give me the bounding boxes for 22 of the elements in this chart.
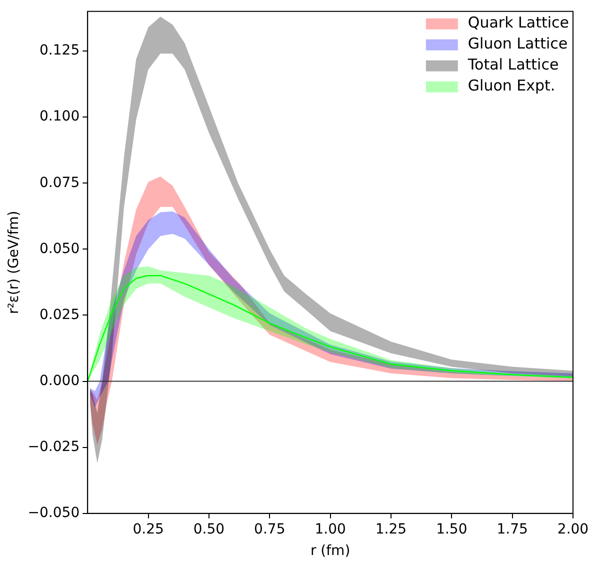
legend-label: Gluon Lattice: [468, 34, 568, 52]
legend-label: Total Lattice: [466, 55, 559, 74]
x-axis-title: r (fm): [310, 543, 350, 560]
y-tick-label: 0.025: [40, 306, 80, 323]
legend-label: Gluon Expt.: [468, 76, 556, 94]
y-tick-label: 0.075: [40, 174, 80, 191]
x-tick-label: 0.50: [193, 521, 225, 538]
x-tick-label: 1.50: [436, 521, 468, 538]
y-tick-label: 0.050: [40, 240, 80, 257]
y-tick-label: −0.050: [28, 505, 80, 522]
y-axis-title: r²ε(r) (GeV/fm): [6, 210, 22, 314]
y-tick-label: 0.000: [40, 372, 80, 389]
x-tick-label: 2.00: [557, 521, 589, 538]
x-tick-label: 0.25: [132, 521, 164, 538]
y-tick-label: 0.125: [40, 42, 80, 59]
x-tick-label: 1.75: [496, 521, 528, 538]
legend-label: Quark Lattice: [468, 13, 570, 32]
y-tick-label: 0.100: [40, 108, 80, 125]
y-tick-label: −0.025: [28, 438, 80, 455]
x-tick-label: 1.00: [314, 521, 346, 538]
x-tick-label: 1.25: [375, 521, 407, 538]
x-tick-label: 0.75: [254, 521, 286, 538]
